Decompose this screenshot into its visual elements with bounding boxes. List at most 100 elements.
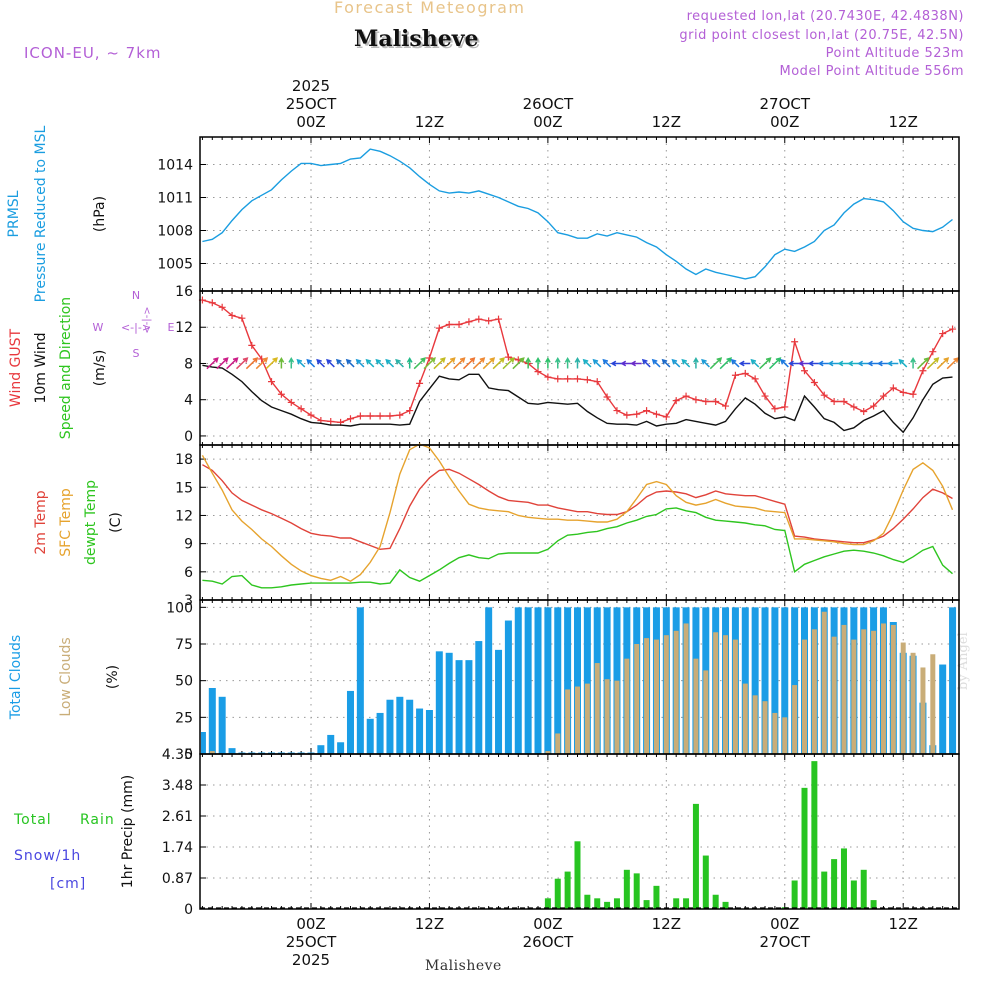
model-altitude: Model Point Altitude 556m bbox=[779, 64, 964, 79]
y-tick-label: 0 bbox=[184, 747, 193, 763]
gust-marker bbox=[702, 398, 710, 406]
cloud-bar-total-clouds bbox=[396, 696, 404, 754]
gust-marker bbox=[346, 415, 354, 423]
precip-bar-total-rain bbox=[791, 880, 798, 909]
gust-marker bbox=[495, 315, 503, 323]
compass-e: E bbox=[168, 321, 175, 334]
cloud-bar-low-clouds bbox=[653, 639, 659, 754]
series-dewpt-temp bbox=[202, 507, 953, 589]
cloud-bar-total-clouds bbox=[218, 696, 226, 754]
gust-marker bbox=[534, 368, 542, 376]
gust-marker bbox=[909, 390, 917, 398]
y-tick-label: 0.87 bbox=[162, 871, 193, 887]
wind-arrow bbox=[326, 358, 335, 368]
precip-bar-total-rain bbox=[554, 878, 561, 909]
wind-arrow bbox=[886, 360, 899, 367]
series-prmsl bbox=[202, 148, 953, 280]
time-label-bottom: 26OCT bbox=[523, 933, 574, 951]
wind-arrow bbox=[462, 357, 476, 370]
wind-arrow bbox=[582, 358, 592, 368]
wind-arrow bbox=[592, 358, 602, 368]
wind-arrow bbox=[235, 357, 249, 370]
cloud-bar-low-clouds bbox=[861, 629, 867, 754]
y-tick-label: 25 bbox=[175, 710, 193, 726]
cloud-bar-low-clouds bbox=[930, 654, 936, 754]
gust-marker bbox=[307, 411, 315, 419]
precip-bar-total-rain bbox=[811, 761, 818, 909]
cloud-bar-low-clouds bbox=[762, 701, 768, 754]
wind-arrow bbox=[750, 358, 760, 368]
time-label-top: 12Z bbox=[652, 113, 681, 131]
wind-arrow bbox=[472, 357, 486, 370]
cloud-bar-low-clouds bbox=[584, 683, 590, 754]
gust-marker bbox=[899, 388, 907, 396]
axis-label: dewpt Temp bbox=[83, 480, 99, 565]
wind-arrow bbox=[554, 356, 561, 369]
cloud-bar-total-clouds bbox=[583, 607, 591, 754]
cloud-bar-total-clouds bbox=[406, 699, 414, 754]
cloud-bar-total-clouds bbox=[781, 607, 789, 754]
y-tick-label: 15 bbox=[175, 480, 193, 496]
gust-marker bbox=[889, 384, 897, 392]
precip-bar-total-rain bbox=[840, 848, 847, 909]
time-label-top: 12Z bbox=[889, 113, 918, 131]
precip-bar-total-rain bbox=[613, 898, 620, 909]
cloud-bar-total-clouds bbox=[455, 660, 463, 754]
gust-marker bbox=[633, 410, 641, 418]
wind-arrow bbox=[288, 356, 295, 369]
wind-arrow bbox=[837, 360, 849, 367]
cloud-bar-total-clouds bbox=[346, 690, 354, 754]
cloud-bar-low-clouds bbox=[703, 670, 709, 754]
wind-arrow bbox=[502, 357, 515, 370]
gust-marker bbox=[514, 356, 522, 364]
y-tick-label: 3 bbox=[184, 593, 193, 609]
wind-arrow bbox=[482, 357, 496, 370]
gust-marker bbox=[277, 390, 285, 398]
y-tick-label: 0 bbox=[184, 429, 193, 445]
cloud-bar-total-clouds bbox=[524, 607, 532, 754]
gust-marker bbox=[949, 325, 957, 333]
wind-arrow bbox=[525, 356, 532, 369]
precip-bar-total-rain bbox=[801, 787, 808, 909]
wind-arrow bbox=[544, 356, 551, 369]
gust-marker bbox=[238, 314, 246, 322]
gust-marker bbox=[327, 417, 335, 425]
cloud-bar-low-clouds bbox=[900, 642, 906, 754]
gust-marker bbox=[554, 375, 562, 383]
precip-bar-total-rain bbox=[722, 901, 729, 909]
axis-label: Wind GUST bbox=[8, 328, 24, 407]
precip-bar-total-rain bbox=[623, 869, 630, 909]
gust-marker bbox=[396, 411, 404, 419]
gust-marker bbox=[445, 321, 453, 329]
time-label-top: 00Z bbox=[296, 113, 325, 131]
gust-marker bbox=[751, 375, 759, 383]
cloud-bar-low-clouds bbox=[792, 685, 798, 754]
footer-station: Malisheve bbox=[425, 958, 502, 974]
wind-arrow bbox=[693, 356, 699, 369]
gust-marker bbox=[879, 392, 887, 400]
wind-arrow bbox=[936, 357, 950, 370]
cloud-bar-total-clouds bbox=[475, 641, 483, 754]
wind-arrow bbox=[910, 356, 916, 369]
gust-marker bbox=[573, 375, 581, 383]
panel-clouds: 0 25 50 75 100 Total Clouds Low Clouds (%) bbox=[8, 599, 960, 763]
gust-marker bbox=[939, 330, 947, 338]
cloud-bar-low-clouds bbox=[742, 683, 748, 754]
gust-marker bbox=[228, 311, 236, 319]
precip-bar-total-rain bbox=[653, 885, 660, 909]
cloud-bar-total-clouds bbox=[201, 732, 206, 754]
cloud-bar-low-clouds bbox=[732, 639, 738, 754]
compass-n: N bbox=[132, 289, 140, 302]
gust-marker bbox=[781, 403, 789, 411]
gust-marker bbox=[623, 411, 631, 419]
cloud-bar-total-clouds bbox=[495, 649, 503, 754]
axis-label: (m/s) bbox=[92, 350, 108, 387]
gust-marker bbox=[248, 341, 256, 349]
precip-bar-total-rain bbox=[870, 900, 877, 909]
y-tick-label: 6 bbox=[184, 565, 193, 581]
gust-marker bbox=[929, 348, 937, 356]
cloud-bar-low-clouds bbox=[851, 639, 857, 754]
y-tick-label: 9 bbox=[184, 537, 193, 553]
y-tick-label: 4 bbox=[184, 393, 193, 409]
y-tick-label: 1008 bbox=[157, 224, 193, 240]
